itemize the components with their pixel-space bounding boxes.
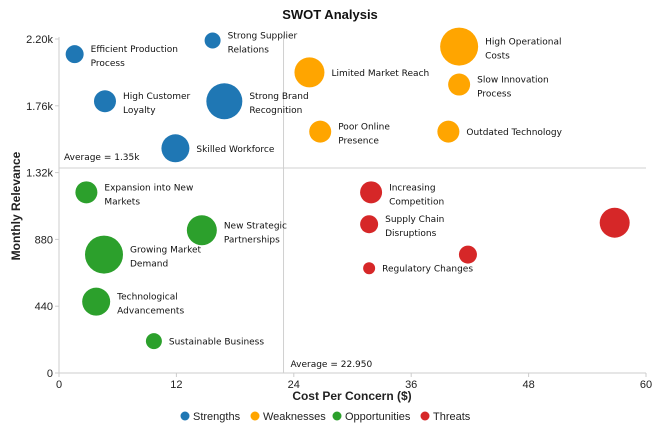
bubble	[599, 207, 630, 238]
bubble	[440, 27, 479, 66]
x-average-label: Average = 22.950	[291, 360, 373, 370]
average-lines: Average = 1.35k Average = 22.950	[59, 35, 646, 373]
legend-item-opportunities: Opportunities	[332, 411, 411, 423]
bubble	[360, 215, 379, 234]
bubble-label: Advancements	[117, 307, 184, 317]
legend-marker	[250, 411, 260, 421]
bubble-label: Process	[91, 59, 125, 69]
legend-marker	[420, 411, 430, 421]
series-threats: Increasing Competition Supply Chain Disrupt…	[360, 181, 630, 275]
x-tick-label: 48	[522, 379, 534, 391]
bubble-label: Limited Market Reach	[331, 69, 429, 79]
bubble-label: High Customer	[123, 92, 191, 102]
y-tick-label: 2.20k	[26, 34, 53, 46]
legend-item-threats: Threats	[420, 411, 471, 423]
x-tick-label: 12	[170, 379, 182, 391]
bubble-label: Disruptions	[385, 229, 436, 239]
axes: 0 440 880 1.32k 1.76k 2.20k 0 12 24 36 48 60	[26, 34, 652, 391]
bubble	[294, 57, 325, 88]
legend-marker	[332, 411, 342, 421]
bubble-label: Recognition	[249, 106, 302, 116]
bubble-label: New Strategic	[224, 221, 287, 231]
bubble-label: Regulatory Changes	[382, 265, 473, 275]
bubble	[448, 73, 471, 96]
bubble-label: Process	[477, 90, 511, 100]
legend-label: Opportunities	[345, 411, 411, 423]
bubbles: Efficient Production Process Strong Suppli…	[65, 27, 630, 350]
series-strengths: Efficient Production Process Strong Suppli…	[65, 32, 309, 163]
bubble-label: Skilled Workforce	[196, 145, 274, 155]
bubble-label: Demand	[130, 260, 168, 270]
bubble	[145, 333, 162, 350]
bubble	[161, 134, 190, 163]
bubble	[82, 287, 111, 316]
bubble	[437, 120, 460, 143]
bubble-label: Increasing	[389, 183, 435, 193]
bubble	[363, 262, 376, 275]
y-tick-label: 440	[35, 301, 53, 313]
y-tick-label: 880	[35, 234, 53, 246]
y-tick-label: 0	[47, 368, 53, 380]
bubble	[206, 83, 243, 120]
x-tick-label: 60	[640, 379, 652, 391]
bubble-label: Costs	[485, 52, 510, 62]
bubble-label: Strong Supplier	[228, 32, 298, 42]
bubble-label: Markets	[104, 197, 140, 207]
bubble	[65, 45, 84, 64]
legend-label: Threats	[433, 411, 471, 423]
series-weaknesses: High Operational Costs Limited Market Reac…	[294, 27, 563, 147]
bubble	[204, 32, 221, 49]
x-tick-label: 36	[405, 379, 417, 391]
x-tick-label: 0	[56, 379, 62, 391]
bubble-label: Presence	[338, 137, 379, 147]
y-average-label: Average = 1.35k	[64, 153, 140, 163]
y-tick-label: 1.32k	[26, 168, 53, 180]
bubble-label: Strong Brand	[249, 92, 308, 102]
bubble	[309, 120, 332, 143]
legend-marker	[180, 411, 190, 421]
legend-label: Weaknesses	[263, 411, 326, 423]
bubble-label: Competition	[389, 197, 444, 207]
bubble	[360, 181, 383, 204]
bubble	[85, 235, 124, 274]
bubble-label: Outdated Technology	[466, 128, 562, 138]
legend-label: Strengths	[193, 411, 241, 423]
bubble-label: Loyalty	[123, 106, 156, 116]
bubble-label: Partnerships	[224, 235, 280, 245]
x-axis-title: Cost Per Concern ($)	[292, 389, 411, 403]
bubble	[186, 215, 217, 246]
bubble-label: Relations	[228, 46, 270, 56]
bubble-label: Expansion into New	[104, 183, 193, 193]
bubble-label: Technological	[116, 293, 178, 303]
bubble-label: Sustainable Business	[169, 338, 264, 348]
chart-title: SWOT Analysis	[282, 7, 378, 22]
y-tick-label: 1.76k	[26, 101, 53, 113]
bubble	[458, 245, 477, 264]
bubble-label: Efficient Production	[91, 45, 178, 55]
bubble	[75, 181, 98, 204]
bubble-label: Poor Online	[338, 123, 390, 133]
bubble	[93, 90, 116, 113]
legend: Strengths Weaknesses Opportunities Threats	[180, 411, 471, 423]
bubble-label: Supply Chain	[385, 215, 444, 225]
series-opportunities: Expansion into New Markets New Strategic Pa…	[75, 181, 287, 350]
x-tick-label: 24	[288, 379, 300, 391]
bubble-label: High Operational	[485, 38, 561, 48]
bubble-label: Growing Market	[130, 246, 202, 256]
legend-item-strengths: Strengths	[180, 411, 241, 423]
bubble-label: Slow Innovation	[477, 76, 549, 86]
y-axis-title: Monthly Relevance	[9, 151, 23, 260]
legend-item-weaknesses: Weaknesses	[250, 411, 326, 423]
